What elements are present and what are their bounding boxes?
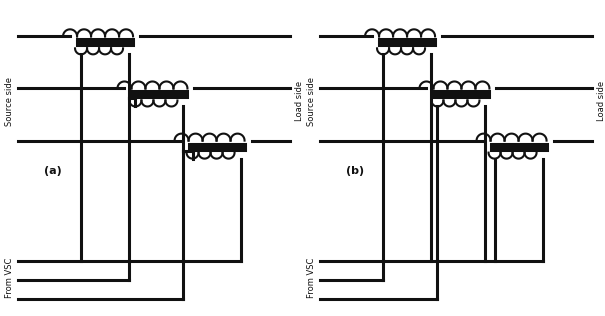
- Text: (b): (b): [346, 166, 364, 176]
- Text: Source side: Source side: [307, 76, 316, 126]
- Text: Load side: Load side: [295, 81, 304, 121]
- Text: Load side: Load side: [598, 81, 605, 121]
- Text: Source side: Source side: [5, 76, 15, 126]
- Text: From VSC: From VSC: [5, 258, 15, 298]
- Text: (a): (a): [44, 166, 62, 176]
- Text: From VSC: From VSC: [307, 258, 316, 298]
